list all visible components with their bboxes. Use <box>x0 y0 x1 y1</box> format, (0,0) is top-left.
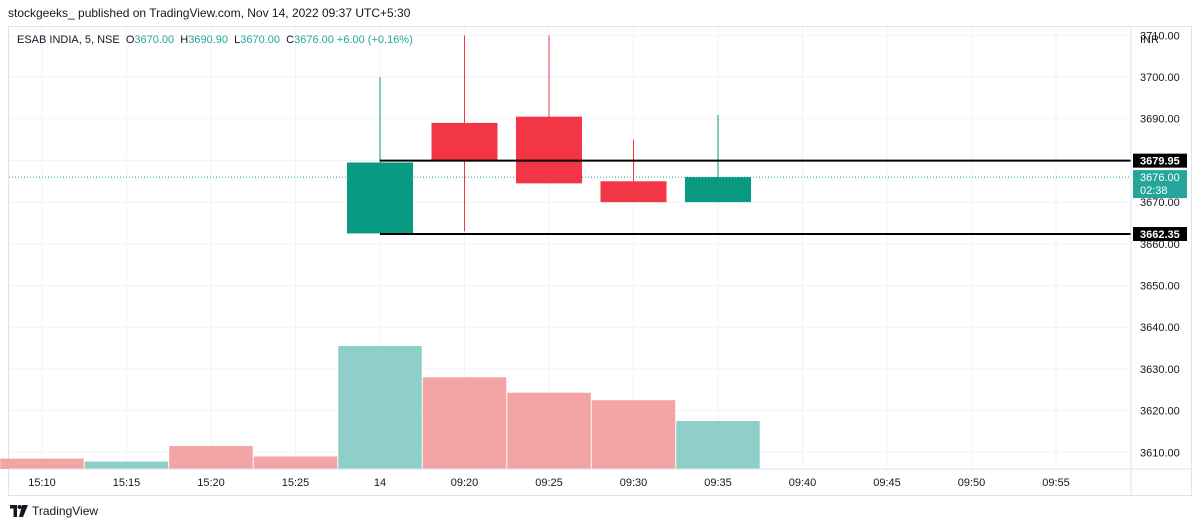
change-value: +6.00 (+0.16%) <box>336 34 413 46</box>
open-value: 3670.00 <box>134 34 175 46</box>
time-tick-label: 15:15 <box>113 477 141 489</box>
price-tick-label: 3620.00 <box>1140 406 1180 418</box>
time-tick-label: 09:55 <box>1042 477 1070 489</box>
candle-body <box>431 122 498 161</box>
candle-body <box>685 177 751 203</box>
time-tick-label: 14 <box>374 477 386 489</box>
volume-bar <box>507 392 591 469</box>
price-tick-label: 3660.00 <box>1140 239 1180 251</box>
tradingview-logo-icon <box>10 505 28 517</box>
symbol-legend: ESAB INDIA, 5, NSE O3670.00 H3690.90 L36… <box>17 34 413 46</box>
countdown-label: 02:38 <box>1140 185 1168 197</box>
footer-branding: TradingView <box>10 504 98 518</box>
price-tick-label: 3640.00 <box>1140 322 1180 334</box>
candle-body <box>347 162 413 234</box>
close-label: C <box>286 34 295 46</box>
level-price-tag <box>1133 227 1187 242</box>
close-value: 3676.00 <box>294 34 334 46</box>
low-value: 3670.00 <box>240 34 281 46</box>
price-tick-label: 3630.00 <box>1140 364 1180 376</box>
price-tick-label: 3670.00 <box>1140 197 1180 209</box>
volume-bar <box>169 446 253 469</box>
price-tick-label: 3650.00 <box>1140 281 1180 293</box>
time-tick-label: 15:25 <box>282 477 310 489</box>
volume-bar <box>591 400 676 469</box>
price-tick-label: 3700.00 <box>1140 72 1180 84</box>
level-price-label: 3662.35 <box>1140 229 1180 241</box>
price-tick-label: 3710.00 <box>1140 30 1180 42</box>
price-tick-label: 3690.00 <box>1140 114 1180 126</box>
high-label: H <box>180 34 189 46</box>
time-tick-label: 09:25 <box>535 477 563 489</box>
last-price-tag <box>1133 170 1187 199</box>
volume-bar <box>422 377 507 469</box>
time-tick-label: 09:35 <box>704 477 732 489</box>
time-tick-label: 15:10 <box>28 477 56 489</box>
time-tick-label: 09:30 <box>620 477 648 489</box>
candle-body <box>600 181 667 203</box>
level-price-tag <box>1133 153 1187 168</box>
price-tick-label: 3610.00 <box>1140 447 1180 459</box>
volume-bar <box>253 456 338 469</box>
time-tick-label: 09:50 <box>958 477 986 489</box>
chart-frame <box>8 26 1192 496</box>
volume-bar <box>676 421 760 469</box>
time-tick-label: 15:20 <box>197 477 225 489</box>
high-value: 3690.90 <box>188 34 228 46</box>
published-header: stockgeeks_ published on TradingView.com… <box>8 6 411 20</box>
volume-bar <box>338 345 422 469</box>
level-price-label: 3679.95 <box>1140 156 1180 168</box>
time-tick-label: 09:40 <box>789 477 817 489</box>
candle-body <box>516 116 582 184</box>
open-label: O <box>125 34 135 46</box>
time-tick-label: 09:20 <box>451 477 479 489</box>
tradingview-logo-text: TradingView <box>32 504 99 518</box>
volume-bar <box>84 461 169 469</box>
volume-bar <box>0 458 84 469</box>
symbol-name[interactable]: ESAB INDIA, 5, NSE <box>17 34 120 46</box>
last-price-label: 3676.00 <box>1140 172 1180 184</box>
low-label: L <box>234 34 241 46</box>
currency-label[interactable]: INR <box>1140 34 1159 46</box>
time-tick-label: 09:45 <box>873 477 901 489</box>
